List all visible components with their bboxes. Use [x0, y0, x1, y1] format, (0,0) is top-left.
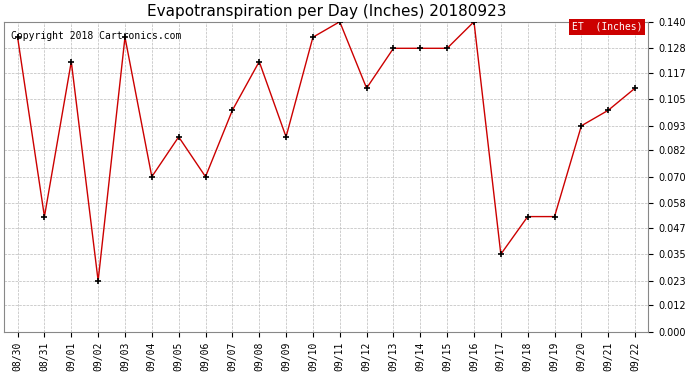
Title: Evapotranspiration per Day (Inches) 20180923: Evapotranspiration per Day (Inches) 2018…	[146, 4, 506, 19]
Text: Copyright 2018 Cartronics.com: Copyright 2018 Cartronics.com	[10, 31, 181, 41]
Text: ET  (Inches): ET (Inches)	[571, 22, 642, 32]
